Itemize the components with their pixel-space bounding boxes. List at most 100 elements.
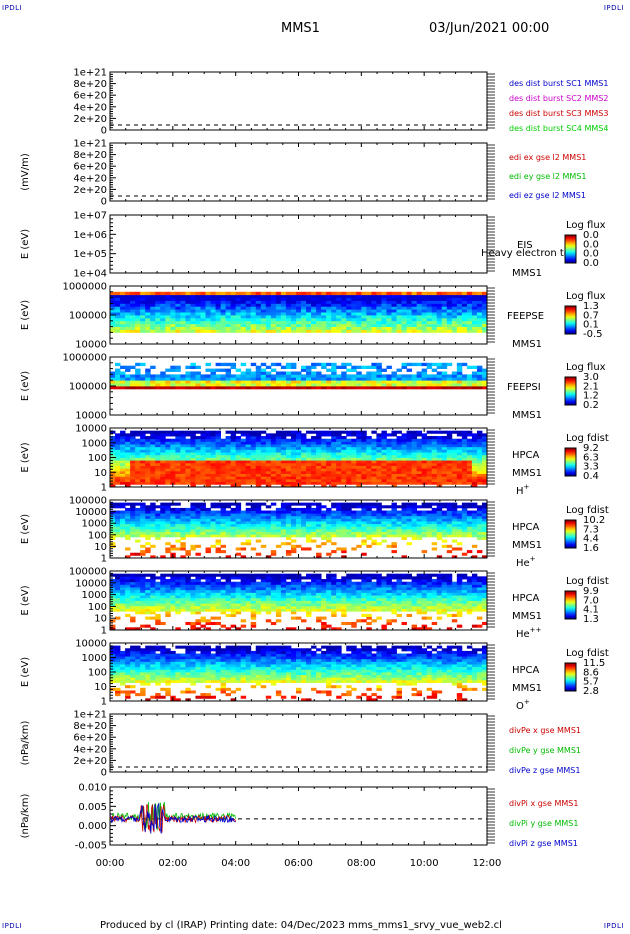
hpca-h-cell [180,430,186,434]
hpca-h-cell [416,476,423,480]
feepsi-cell [376,377,382,381]
feepse-cell [120,303,126,307]
feepsi-cell [456,365,463,369]
feepse-cell [336,320,342,325]
feepse-cell [130,300,136,304]
hpca-he1-cell [391,502,397,506]
hpca-h-cell [416,481,423,485]
hpca-he1-cell [290,521,297,525]
hpca-he2-cell [135,603,141,607]
eis-colorbar-tick: 0.0 [583,230,599,241]
feepse-cell [391,297,397,301]
hpca-h-cell [341,460,347,464]
feepsi-cell [461,383,468,387]
feepse-cell [381,294,387,298]
feepse-cell [215,317,221,322]
hpca-he1-cell [255,534,262,538]
feepse-cell [431,291,438,296]
hpca-he1-cell [461,529,468,533]
hpca-he1-cell [200,518,206,522]
feepse-cell [416,315,423,319]
feepse-cell [155,317,161,322]
hpca-he1-cell [381,531,387,535]
hpca-h-cell [401,462,407,466]
hpca-h-cell [215,460,221,464]
hpca-h-cell [230,430,237,434]
hpca-he1-cell [336,523,342,527]
hpca-h-cell [190,476,196,480]
feepsi-cell [290,383,297,387]
feepse-cell [250,329,257,333]
feepse-cell [406,323,412,327]
hpca-h-cell [130,473,136,477]
feepse-cell [175,323,181,327]
feepsi-cell [406,374,412,378]
hpca-he1-cell [441,523,448,527]
hpca-he1-cell [290,544,297,548]
feepse-cell [381,303,387,307]
hpca-he2-cell [135,600,141,604]
hpca-h-cell [301,473,307,477]
feepse-cell [321,323,327,327]
eis-ytick-label: 1e+06 [73,230,107,241]
hpca-he1-cell [411,502,418,506]
hpca-h-cell [471,468,478,472]
hpca-h-cell [421,462,428,466]
hpca-h-cell [481,476,488,480]
hpca-h-cell [346,470,352,474]
hpca-he1-cell [431,518,438,522]
hpca-h-cell [190,470,196,474]
hpca-h-cell [401,481,407,485]
feepse-cell [125,303,131,307]
hpca-h-cell [240,481,247,485]
hpca-h-cell [205,468,211,472]
feepse-cell [331,320,337,325]
hpca-he1-cell [376,531,382,535]
feepse-cell [346,323,352,327]
hpca-h-cell [130,468,136,472]
feepse-cell [386,297,392,301]
hpca-he1-cell [160,513,166,517]
hpca-h-cell [446,441,453,445]
hpca-he1-cell [195,523,201,527]
hpca-he1-cell [220,510,227,514]
hpca-h-cell [270,441,277,445]
hpca-he1-cell [456,521,463,525]
hpca-h-cell [125,460,131,464]
feepse-cell [235,291,242,296]
hpca-he1-cell [396,518,402,522]
hpca-h-cell [391,473,397,477]
feepsi-cell [416,380,423,384]
feepse-cell [366,303,372,307]
hpca-he2-cell [145,579,151,583]
feepse-ylabel: E (eV) [20,300,31,330]
hpca-h-cell [436,438,443,442]
hpca-h-cell [170,478,176,483]
feepsi-cell [441,374,448,378]
hpca-he1-cell [145,531,151,535]
hpca-he1-cell [270,526,277,530]
hpca-he1-cell [471,526,478,530]
hpca-h-cell [311,438,317,442]
hpca-h-cell [406,446,412,450]
feepse-cell [321,306,327,310]
feepse-cell [441,294,448,298]
hpca-he1-cell [120,526,126,530]
hpca-he1-cell [421,505,428,509]
feepsi-cell [240,386,247,390]
hpca-he1-cell [280,518,287,522]
hpca-h-cell [431,444,438,448]
hpca-he1-cell [135,529,141,533]
hpca-h-cell [165,446,171,450]
hpca-he1-cell [180,510,186,514]
hpca-he1-cell [135,534,141,538]
hpca-h-cell [245,462,252,466]
hpca-h-cell [155,470,161,474]
hpca-he1-cell [290,523,297,527]
feepsi-cell [150,380,156,384]
hpca-he1-cell [190,515,196,519]
hpca-he1-cell [195,529,201,533]
hpca-h-cell [265,478,272,483]
hpca-he1-cell [215,510,221,514]
hpca-h-cell [366,444,372,448]
